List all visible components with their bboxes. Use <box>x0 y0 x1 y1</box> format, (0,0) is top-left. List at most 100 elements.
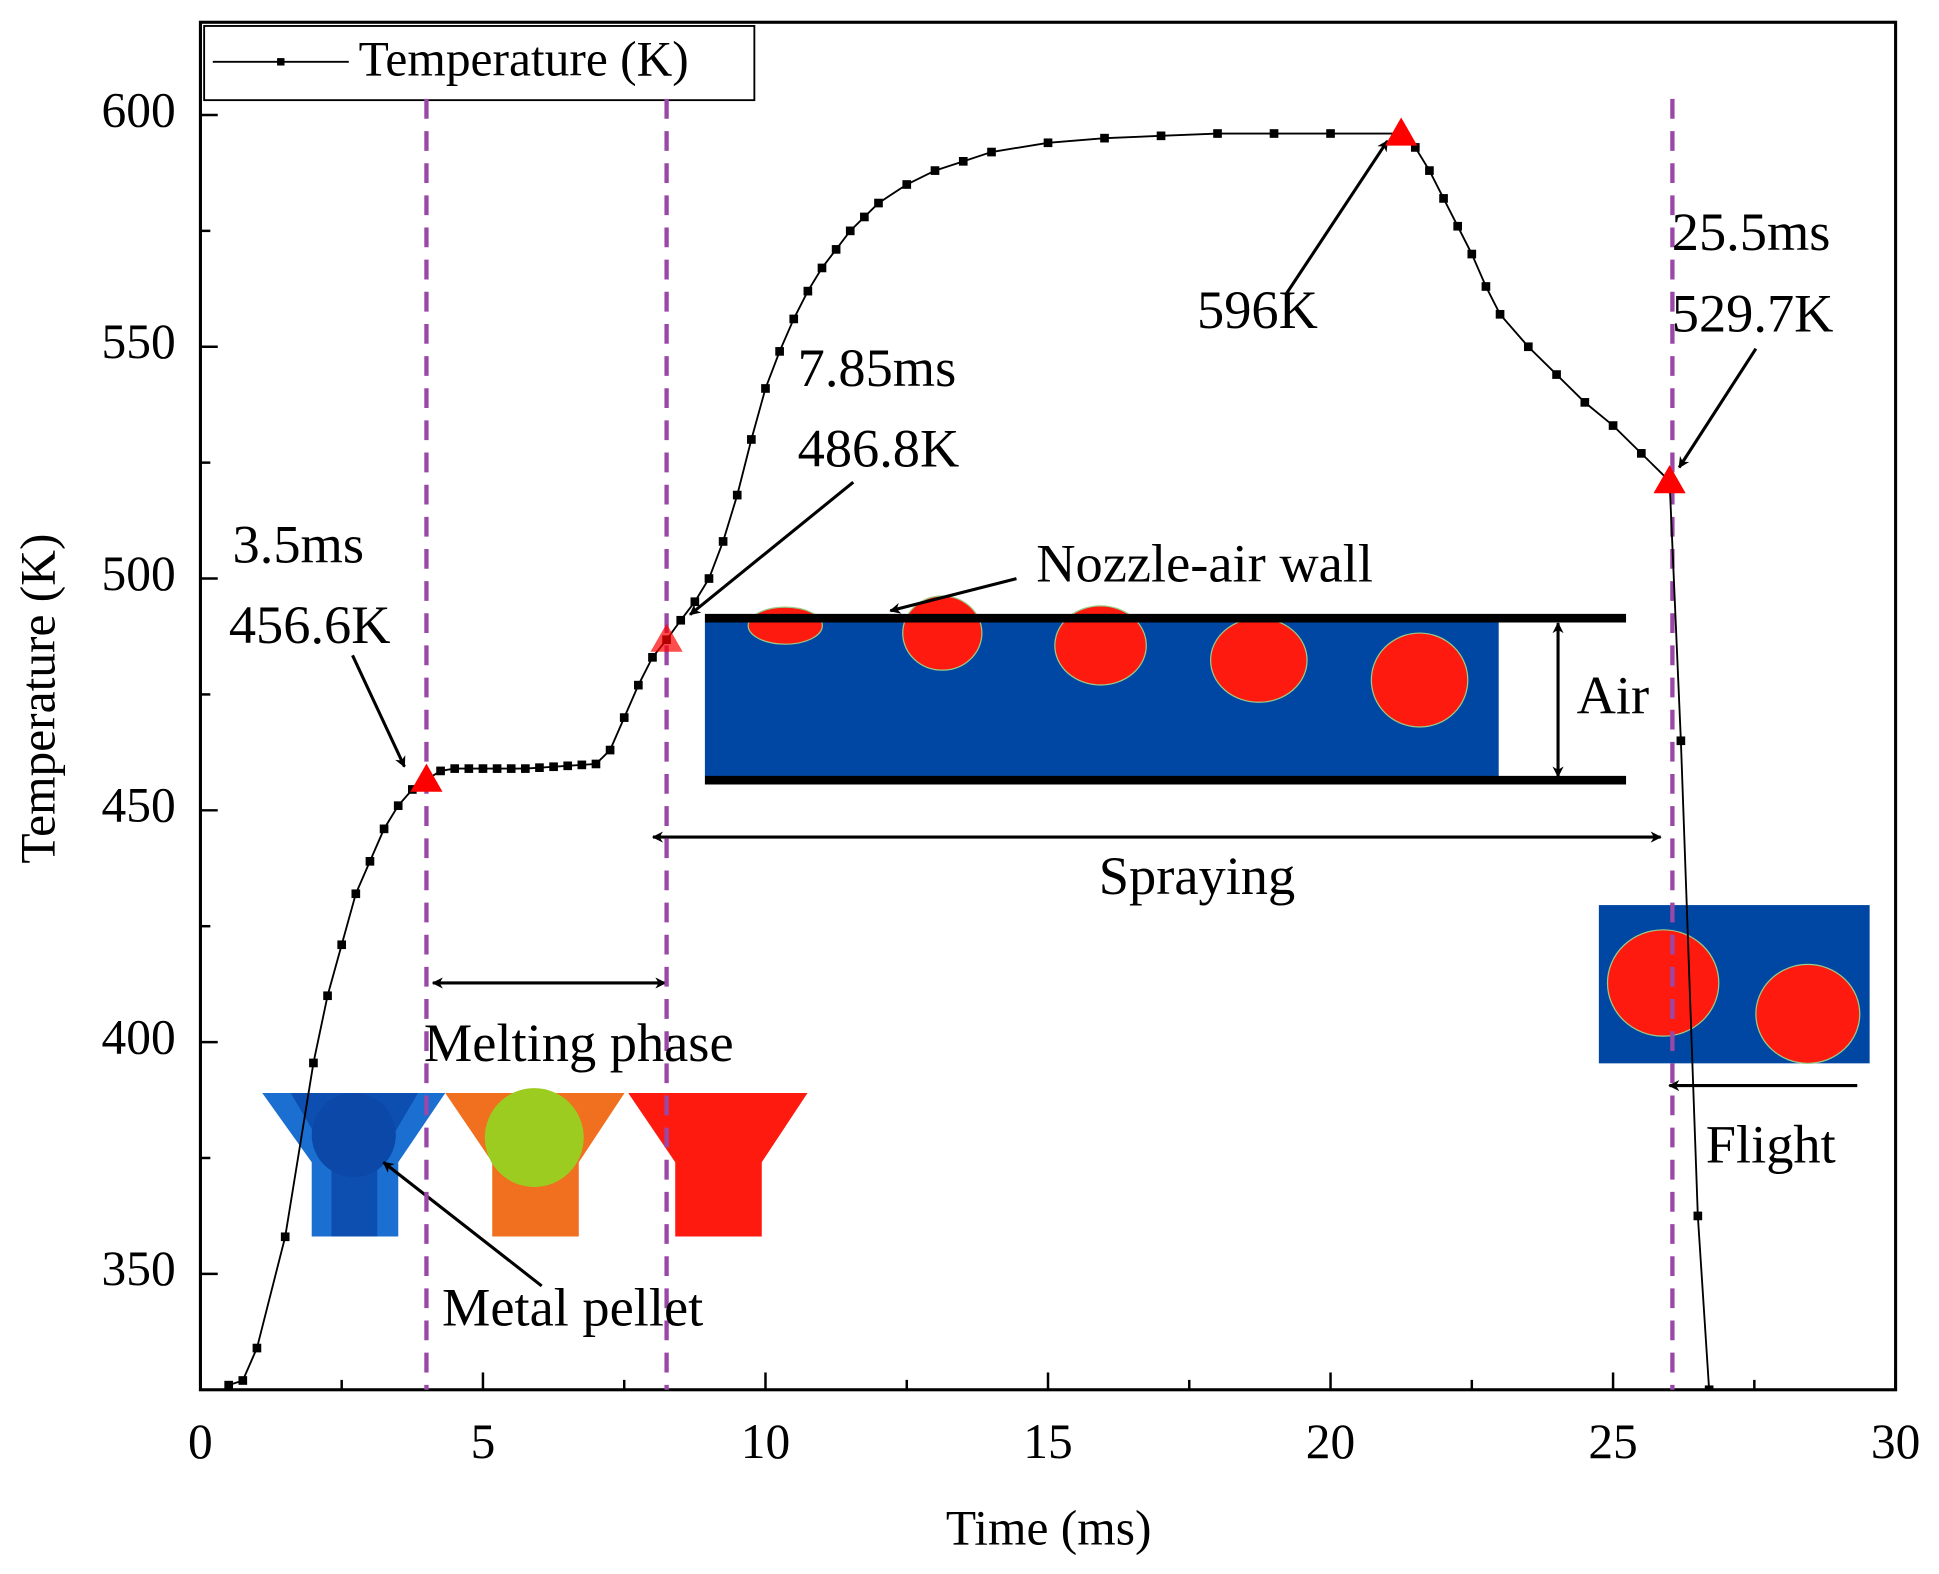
annotation: 456.6K <box>229 595 391 655</box>
series-marker <box>1481 282 1491 291</box>
y-tick-label: 600 <box>102 82 176 137</box>
series-marker <box>761 384 770 393</box>
annotation: Metal pellet <box>442 1278 703 1338</box>
highlight-marker <box>1385 117 1418 146</box>
arrow <box>889 577 1017 614</box>
series-marker <box>619 713 629 722</box>
highlight-marker <box>410 763 443 792</box>
series-marker <box>1552 370 1561 379</box>
y-tick-label: 550 <box>102 314 176 369</box>
series-marker <box>365 856 375 866</box>
series-marker <box>1326 129 1335 138</box>
arrow <box>351 654 406 768</box>
legend-box <box>203 25 756 102</box>
y-axis-title: Temperature (K) <box>11 534 66 864</box>
arrows <box>351 140 1858 1288</box>
annotation: 7.85ms <box>798 338 957 398</box>
series-marker <box>563 761 573 771</box>
x-tick-label: 25 <box>1588 1414 1637 1469</box>
series-marker <box>549 762 558 772</box>
series-marker <box>1156 131 1166 141</box>
series-marker <box>393 801 403 811</box>
series-marker <box>747 435 756 444</box>
series-marker <box>535 763 544 772</box>
legend-marker <box>277 58 285 66</box>
x-axis-title: Time (ms) <box>946 1501 1152 1556</box>
series-marker <box>1704 1385 1714 1390</box>
series-marker <box>874 198 883 208</box>
series-marker <box>902 180 912 189</box>
x-tick-label: 10 <box>741 1414 790 1469</box>
x-tick-label: 30 <box>1871 1414 1920 1469</box>
series-marker <box>351 889 361 899</box>
series-marker <box>337 940 347 950</box>
series-marker <box>775 347 784 356</box>
series-marker <box>789 314 799 324</box>
annotation: Melting phase <box>424 1013 734 1073</box>
series-marker <box>860 212 869 222</box>
annotation: 596K <box>1197 280 1318 340</box>
series-marker <box>690 597 700 607</box>
series-marker <box>224 1380 234 1390</box>
annotation: Flight <box>1706 1114 1836 1174</box>
legend: Temperature (K) <box>203 25 756 102</box>
series-marker <box>1693 1211 1703 1221</box>
x-tick-label: 20 <box>1306 1414 1355 1469</box>
arrow <box>1284 140 1389 296</box>
highlight-marker <box>650 623 683 652</box>
series-marker <box>238 1376 248 1385</box>
x-tick-label: 15 <box>1023 1414 1072 1469</box>
series-marker <box>648 653 657 662</box>
series-marker <box>732 490 742 500</box>
melt-inset-3 <box>628 1093 808 1237</box>
series-marker <box>521 764 530 773</box>
series-marker <box>450 764 460 773</box>
series-marker <box>930 166 940 175</box>
arrow <box>1677 347 1758 469</box>
series-marker <box>1453 221 1463 231</box>
series-marker <box>323 991 332 1001</box>
series-marker <box>718 537 728 546</box>
series-marker <box>704 574 714 583</box>
annotation: Air <box>1577 666 1650 726</box>
series-marker <box>1580 398 1590 407</box>
insets <box>262 595 1870 1237</box>
series-marker <box>676 615 686 625</box>
arrow <box>689 481 855 616</box>
legend-label: Temperature (K) <box>359 32 689 87</box>
series-marker <box>958 156 968 166</box>
series-marker <box>379 824 389 834</box>
series-marker <box>1100 133 1109 143</box>
series-marker <box>831 245 841 254</box>
series-marker <box>1636 449 1646 458</box>
series-marker <box>845 226 855 236</box>
y-tick-label: 400 <box>102 1009 176 1064</box>
series-marker <box>1523 342 1533 352</box>
series-marker <box>634 680 643 690</box>
series-marker <box>987 147 996 157</box>
series-marker <box>1676 736 1686 746</box>
annotation: 529.7K <box>1672 283 1834 343</box>
series-marker <box>817 263 827 273</box>
arrow <box>382 1161 543 1288</box>
series-marker <box>309 1058 318 1068</box>
series-marker <box>577 760 587 770</box>
series-marker <box>591 759 601 769</box>
series-marker <box>1425 166 1434 175</box>
series-marker <box>605 745 615 755</box>
annotation: 3.5ms <box>233 515 364 575</box>
annotation: Nozzle-air wall <box>1036 533 1373 593</box>
series-marker <box>803 286 813 296</box>
series-marker <box>1269 129 1279 138</box>
series-marker <box>1439 194 1448 203</box>
series-marker <box>1495 309 1505 319</box>
series-marker <box>1608 421 1618 430</box>
series-marker <box>1410 143 1420 152</box>
series-marker <box>506 764 516 773</box>
series-marker <box>478 764 488 773</box>
series-marker <box>252 1343 262 1353</box>
annotation: Spraying <box>1099 846 1295 906</box>
y-tick-label: 350 <box>102 1241 176 1296</box>
y-tick-label: 450 <box>102 778 176 833</box>
